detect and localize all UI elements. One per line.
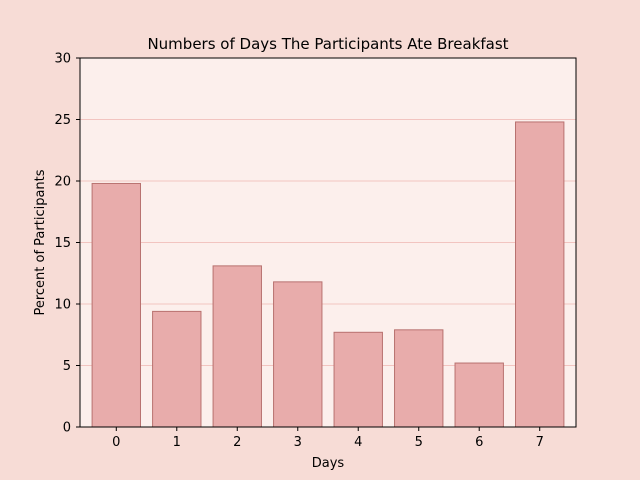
bar <box>394 329 444 428</box>
x-tick-label: 4 <box>354 435 362 450</box>
bar <box>454 362 504 428</box>
x-tick-label: 6 <box>475 435 483 450</box>
x-tick-label: 5 <box>415 435 423 450</box>
bar <box>91 182 141 428</box>
bar <box>333 331 383 428</box>
x-tick-label: 0 <box>112 435 120 450</box>
y-axis-label: Percent of Participants <box>33 169 48 315</box>
bars <box>91 121 565 428</box>
y-tick-label: 0 <box>63 421 71 436</box>
bar <box>212 265 262 428</box>
x-tick-label: 3 <box>294 435 302 450</box>
y-tick-label: 20 <box>54 175 71 190</box>
bar <box>273 281 323 428</box>
y-tick-label: 5 <box>63 359 71 374</box>
chart-title: Numbers of Days The Participants Ate Bre… <box>147 35 508 53</box>
x-axis-label: Days <box>312 456 345 471</box>
x-tick-label: 7 <box>536 435 544 450</box>
y-tick-label: 10 <box>54 298 71 313</box>
x-tick-label: 2 <box>233 435 241 450</box>
y-tick-label: 15 <box>54 236 71 251</box>
bar <box>152 310 202 428</box>
ticks: 0 1 2 3 4 5 6 7 0 5 10 15 20 25 30 <box>54 52 543 451</box>
bar <box>515 121 565 428</box>
x-tick-label: 1 <box>173 435 181 450</box>
y-tick-label: 25 <box>54 113 71 128</box>
y-tick-label: 30 <box>54 52 71 67</box>
